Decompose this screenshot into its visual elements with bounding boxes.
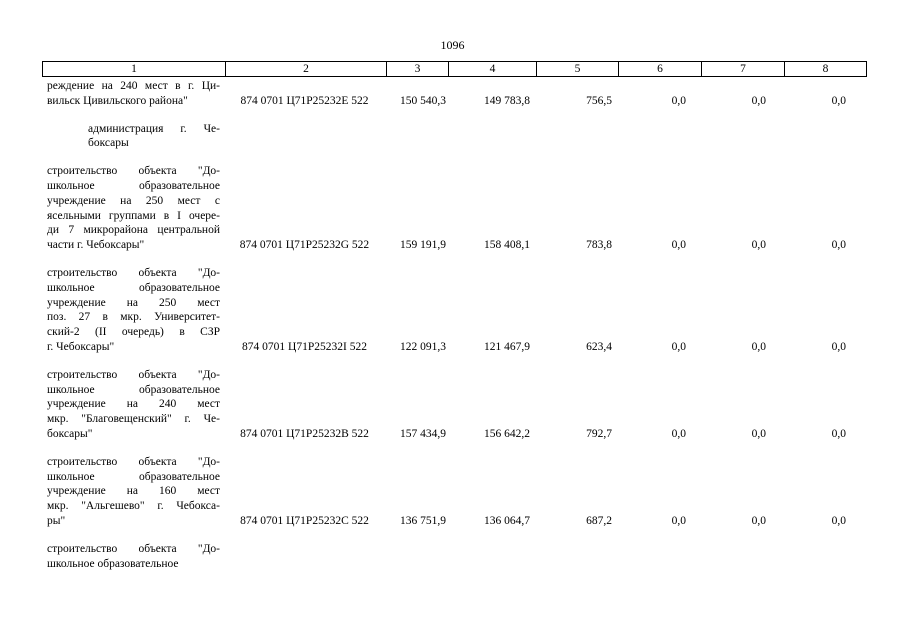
table-cell: 874 0701 Ц71Р25232С 522 [240, 514, 369, 527]
header-cell: 8 [784, 62, 866, 76]
description-line: школьное образовательное [47, 557, 179, 570]
table-cell: 0,0 [671, 514, 686, 527]
description-line: строительство объекта "До- [47, 368, 220, 381]
table-cell: 0,0 [671, 427, 686, 440]
description-line: ский-2 (II очередь) в СЗР [47, 326, 220, 339]
description-line: строительство объекта "До- [47, 165, 220, 178]
description-line: учреждение на 160 мест [47, 485, 220, 498]
table-cell: 623,4 [586, 340, 612, 353]
description-line: поз. 27 в мкр. Университет- [47, 311, 220, 324]
header-cell: 6 [618, 62, 701, 76]
description-line: школьное образовательное [47, 281, 220, 294]
description-line: реждение на 240 мест в г. Ци- [47, 80, 220, 92]
table-cell: 0,0 [751, 340, 766, 353]
table-cell: 0,0 [751, 239, 766, 252]
header-cell: 4 [448, 62, 536, 76]
description-line: вильск Цивильского района" [47, 94, 188, 107]
description-line: школьное образовательное [47, 179, 220, 192]
description: строительство объекта "До-школьное образ… [42, 164, 224, 253]
table-row: строительство объекта "До-школьное образ… [42, 455, 865, 529]
table-cell: 157 434,9 [400, 427, 446, 440]
table-cell: 874 0701 Ц71Р25232G 522 [239, 239, 370, 252]
description: администрация г. Че-боксары [42, 122, 224, 152]
table-cell: 874 0701 Ц71Р25232В 522 [240, 427, 369, 440]
header-cell: 3 [386, 62, 448, 76]
table-cell: 0,0 [831, 514, 846, 527]
description: строительство объекта "До-школьное образ… [42, 455, 224, 529]
table-cell: 0,0 [751, 514, 766, 527]
table-cell: 783,8 [586, 239, 612, 252]
table-cell: 756,5 [586, 94, 612, 107]
header-cell: 7 [701, 62, 784, 76]
table-cell: 0,0 [831, 340, 846, 353]
description-line: учреждение на 250 мест с [47, 194, 220, 207]
table-cell: 149 783,8 [484, 94, 530, 107]
table-cell: 0,0 [751, 427, 766, 440]
description-line: учреждение на 240 мест [47, 398, 220, 411]
description-line: строительство объекта "До- [47, 266, 220, 279]
description-line: мкр. "Альгешево" г. Чебокса- [47, 500, 220, 513]
description-line: боксары" [47, 427, 93, 440]
table-cell: 0,0 [831, 94, 846, 107]
table-cell: 159 191,9 [400, 239, 446, 252]
description-line: учреждение на 250 мест [47, 296, 220, 309]
description-line: мкр. "Благовещенский" г. Че- [47, 413, 220, 426]
description-line: школьное образовательное [47, 470, 220, 483]
table-cell: 150 540,3 [400, 94, 446, 107]
description-line: ры" [47, 514, 66, 527]
table-cell: 0,0 [751, 94, 766, 107]
description-line: г. Чебоксары" [47, 340, 115, 353]
table-cell: 874 0701 Ц71Р25232Е 522 [240, 94, 369, 107]
table-cell: 874 0701 Ц71Р25232I 522 [242, 340, 367, 353]
table-cell: 158 408,1 [484, 239, 530, 252]
table-cell: 0,0 [671, 340, 686, 353]
description-line: ясельными группами в I очере- [47, 209, 220, 222]
table-body: реждение на 240 мест в г. Ци-вильск Циви… [42, 79, 865, 584]
header-cell: 2 [225, 62, 386, 76]
description: реждение на 240 мест в г. Ци-вильск Циви… [42, 79, 224, 109]
description-line: школьное образовательное [47, 383, 220, 396]
description-line: строительство объекта "До- [47, 455, 220, 468]
description: строительство объекта "До-школьное образ… [42, 266, 224, 355]
description-line: администрация г. Че- [88, 122, 220, 135]
table-row: строительство объекта "До-школьное образ… [42, 368, 865, 442]
table-cell: 0,0 [831, 427, 846, 440]
table-cell: 121 467,9 [484, 340, 530, 353]
table-cell: 0,0 [671, 239, 686, 252]
table-row: строительство объекта "До-школьное образ… [42, 266, 865, 355]
table-cell: 687,2 [586, 514, 612, 527]
table-row: строительство объекта "До-школьное образ… [42, 542, 865, 572]
table-cell: 122 091,3 [400, 340, 446, 353]
table-row: реждение на 240 мест в г. Ци-вильск Циви… [42, 79, 865, 109]
table-cell: 0,0 [831, 239, 846, 252]
table-cell: 0,0 [671, 94, 686, 107]
header-cell: 5 [536, 62, 618, 76]
table-cell: 136 064,7 [484, 514, 530, 527]
table-cell: 792,7 [586, 427, 612, 440]
description: строительство объекта "До-школьное образ… [42, 368, 224, 442]
page-number: 1096 [440, 38, 465, 52]
description: строительство объекта "До-школьное образ… [42, 542, 224, 572]
table-cell: 136 751,9 [400, 514, 446, 527]
description-line: части г. Чебоксары" [47, 239, 145, 252]
table-row: строительство объекта "До-школьное образ… [42, 164, 865, 253]
table-cell: 156 642,2 [484, 427, 530, 440]
table-row: администрация г. Че-боксары [42, 122, 865, 152]
description-line: ди 7 микрорайона центральной [47, 224, 220, 237]
description-line: боксары [88, 137, 129, 150]
description-line: строительство объекта "До- [47, 542, 220, 555]
header-cell: 1 [131, 63, 137, 75]
